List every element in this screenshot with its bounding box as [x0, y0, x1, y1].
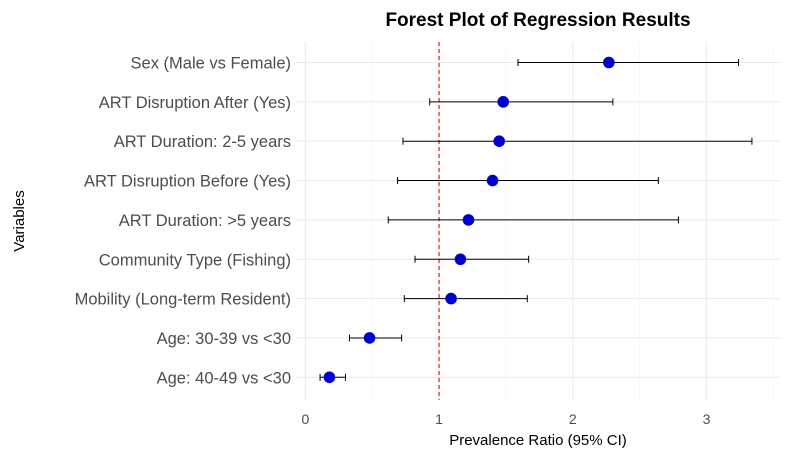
point-estimate	[603, 56, 615, 69]
y-axis-title: Variables	[11, 190, 28, 251]
x-tick-labels: 0 1 2 3	[301, 411, 710, 427]
y-tick-label: Age: 30-39 vs <30	[157, 330, 291, 348]
point-estimate	[497, 96, 510, 108]
y-tick-label: ART Duration: >5 years	[119, 212, 291, 230]
grid	[296, 42, 780, 400]
point-estimate	[486, 174, 499, 187]
forest-row	[397, 174, 659, 187]
point-estimate	[363, 332, 376, 344]
x-tick-label: 0	[301, 411, 309, 427]
y-tick-labels: Sex (Male vs Female) ART Disruption After…	[75, 55, 291, 388]
y-tick-label: ART Disruption Before (Yes)	[84, 173, 291, 191]
y-tick-label: ART Disruption After (Yes)	[99, 94, 291, 112]
x-axis-title: Prevalence Ratio (95% CI)	[449, 432, 627, 449]
forest-row	[414, 253, 530, 266]
y-tick-label: Sex (Male vs Female)	[131, 55, 291, 73]
x-tick-label: 1	[435, 411, 443, 427]
y-tick-label: Mobility (Long-term Resident)	[75, 291, 291, 309]
y-tick-label: Community Type (Fishing)	[99, 251, 291, 269]
forest-row	[429, 96, 614, 108]
forest-row	[387, 214, 679, 226]
data-marks	[319, 56, 753, 384]
point-estimate	[493, 135, 506, 147]
chart-title: Forest Plot of Regression Results	[385, 10, 690, 31]
forest-row	[517, 56, 740, 69]
forest-row	[319, 371, 346, 384]
point-estimate	[323, 371, 336, 384]
forest-row	[403, 292, 528, 305]
x-tick-label: 2	[569, 411, 577, 427]
forest-row	[402, 135, 753, 147]
y-tick-label: Age: 40-49 vs <30	[157, 369, 291, 387]
point-estimate	[454, 253, 467, 266]
y-tick-label: ART Duration: 2-5 years	[114, 133, 291, 151]
point-estimate	[445, 292, 457, 305]
point-estimate	[462, 214, 475, 226]
x-tick-label: 3	[703, 411, 711, 427]
forest-row	[348, 332, 403, 344]
